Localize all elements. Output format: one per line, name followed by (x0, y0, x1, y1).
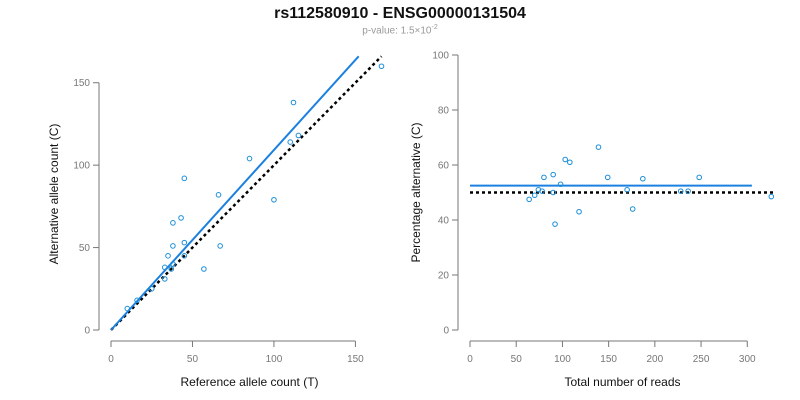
panel2-x-tick-label: 250 (693, 354, 710, 365)
panel1-data-point (181, 175, 188, 182)
panel2-data-point (567, 159, 573, 166)
panel2-x-tick-label: 0 (467, 354, 473, 365)
panel2-data-point (539, 188, 545, 194)
panel2-data-point (595, 144, 602, 150)
panel1-y-tick-label: 100 (73, 161, 90, 172)
panel2-x-tick-label: 200 (647, 354, 664, 365)
panel1-y-tick-label: 150 (73, 78, 90, 89)
panel2-y-tick-label: 100 (432, 51, 449, 62)
panel1-y-tick-label: 50 (79, 243, 91, 254)
panel1-data-point (170, 220, 176, 226)
panel2-x-tick-label: 300 (739, 354, 756, 365)
panel1-data-point (215, 192, 222, 198)
panel1-y-tick-label: 0 (84, 326, 90, 337)
chart-title: rs112580910 - ENSG00000131504 (274, 5, 526, 22)
panel2-data-point (576, 208, 582, 215)
panel2-data-point (550, 189, 556, 196)
panel1-data-point (181, 239, 188, 246)
panel2-data-point (604, 174, 611, 181)
panel1-data-point (271, 196, 277, 203)
panel1-x-tick-label: 150 (347, 354, 364, 365)
panel2-data-point (531, 192, 538, 199)
panel2-x-tick-label: 50 (511, 354, 523, 365)
panel2-x-tick-label: 150 (600, 354, 617, 365)
pvalue-text: p-value: 1.5×10 (362, 25, 432, 37)
panel2-data-point (557, 181, 564, 188)
panel2-data-point (526, 196, 532, 203)
pvalue-exponent: -2 (431, 24, 438, 31)
panel2-data-point (768, 193, 775, 200)
panel1-data-point (168, 266, 175, 272)
panel1-data-point (181, 253, 188, 259)
panel1-data-point (165, 253, 171, 259)
panel2-y-tick-label: 0 (443, 326, 449, 337)
panel1-data-point (161, 264, 168, 271)
panel2-data-point (696, 174, 703, 181)
panel1-data-point (124, 305, 131, 312)
panel2-x-tick-label: 100 (554, 354, 571, 365)
panel2-data-point (640, 175, 646, 182)
panel1-x-tick-label: 0 (108, 354, 114, 365)
panel1-data-point (290, 99, 297, 106)
panel2-data-point (624, 186, 630, 193)
panel1-y-axis-label: Alternative allele count (C) (47, 124, 61, 265)
panel2-data-point (677, 188, 684, 194)
panel1-data-point (134, 297, 140, 304)
panel1-x-axis-label: Reference allele count (T) (180, 375, 318, 389)
panel1-data-point (201, 266, 207, 272)
panel2-x-axis-label: Total number of reads (564, 375, 680, 389)
panel1-data-point (217, 243, 223, 249)
panel2-data-point (550, 171, 556, 178)
panel1-data-point (170, 261, 176, 267)
panel2-y-tick-label: 40 (438, 216, 450, 227)
panel1-reference-line (110, 55, 383, 331)
panel2-data-point (685, 188, 691, 194)
panel1-x-tick-label: 50 (187, 354, 199, 365)
panel2-y-axis-label: Percentage alternative (C) (409, 122, 423, 262)
panel1-data-point (161, 276, 168, 282)
panel1-data-point (170, 243, 176, 249)
panel1-data-point (295, 132, 302, 139)
panel1-fit-line (110, 55, 360, 331)
panel1-x-tick-label: 100 (266, 354, 283, 365)
panel1-data-point (287, 139, 294, 145)
panel2-y-tick-label: 20 (438, 271, 450, 282)
panel2-data-point (562, 156, 568, 163)
panel1-data-point (148, 285, 155, 292)
panel2-y-tick-label: 80 (438, 106, 450, 117)
panel2-data-point (629, 206, 636, 212)
panel2-data-point (552, 221, 558, 227)
panel2-y-tick-label: 60 (438, 161, 450, 172)
panel1-data-point (178, 215, 184, 221)
panel1-data-point (246, 155, 253, 162)
panel2-data-point (541, 174, 547, 181)
panel1-data-point (378, 63, 385, 70)
chart-subtitle: p-value: 1.5×10-2 (0, 24, 800, 36)
